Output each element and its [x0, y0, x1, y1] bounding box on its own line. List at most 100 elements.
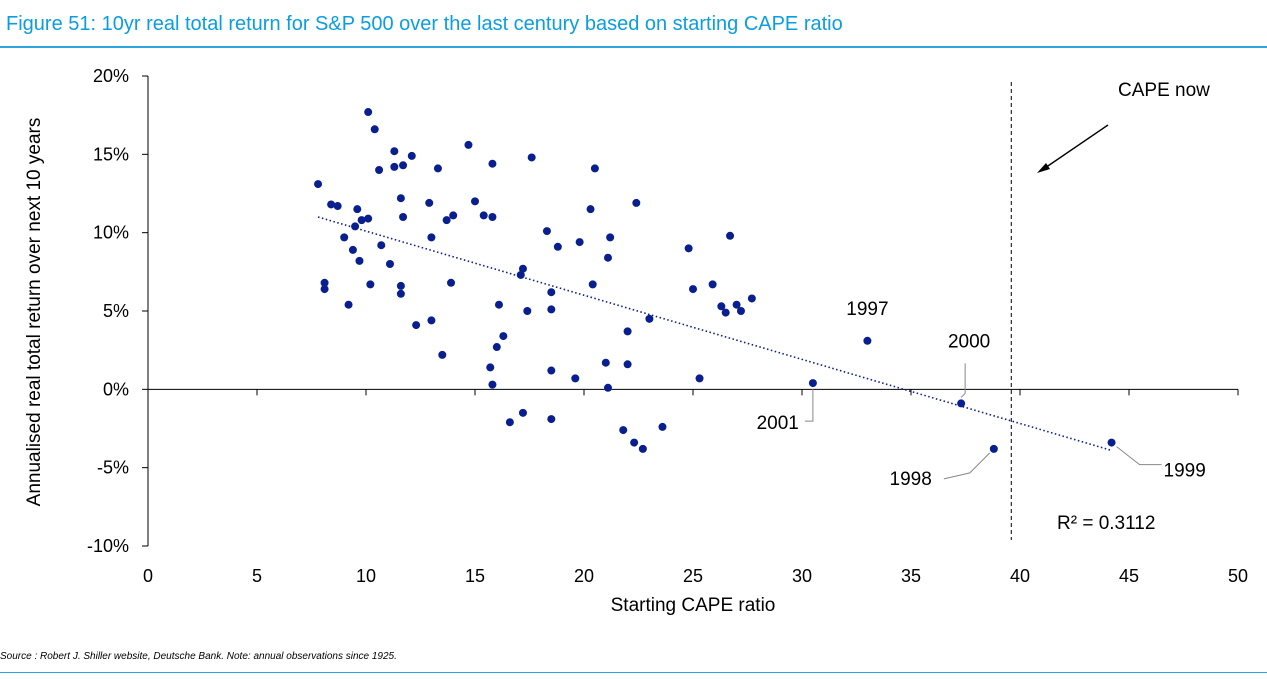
x-tick-label: 20 — [574, 566, 594, 586]
data-point — [505, 418, 514, 427]
data-point — [547, 366, 556, 375]
data-point — [486, 363, 495, 372]
y-tick-label: 10% — [93, 223, 129, 243]
data-point — [523, 307, 532, 315]
data-point — [603, 383, 612, 392]
data-point — [586, 205, 595, 214]
data-point — [427, 233, 436, 242]
data-point — [632, 198, 641, 207]
data-point — [364, 108, 373, 117]
data-point — [412, 321, 421, 330]
data-point — [494, 300, 503, 309]
data-point — [726, 231, 735, 240]
data-point — [721, 308, 730, 317]
data-point — [399, 161, 408, 170]
data-point — [645, 314, 654, 323]
x-tick-label: 45 — [1119, 566, 1139, 586]
data-point — [333, 202, 342, 211]
data-point — [542, 227, 551, 236]
data-point — [619, 426, 628, 435]
cape-now-arrow-shaft — [1041, 124, 1109, 171]
data-point — [717, 302, 726, 311]
data-point — [355, 256, 364, 265]
data-point — [407, 151, 416, 160]
data-points — [314, 108, 1116, 453]
data-point — [479, 211, 488, 220]
x-tick-label: 40 — [1010, 566, 1030, 586]
data-point — [518, 264, 527, 273]
data-point — [527, 153, 536, 162]
data-point — [601, 358, 610, 367]
data-point — [658, 422, 667, 431]
data-point — [684, 244, 693, 253]
data-point — [449, 211, 458, 220]
data-point — [442, 216, 451, 225]
data-point — [348, 245, 357, 254]
data-point — [390, 162, 399, 171]
data-point — [488, 213, 497, 221]
y-tick-label: 15% — [93, 144, 129, 164]
data-point — [370, 125, 379, 134]
data-point — [351, 222, 360, 231]
data-point — [499, 332, 508, 341]
y-axis-label: Annualised real total return over next 1… — [24, 118, 45, 507]
y-tick-label: 0% — [103, 379, 129, 399]
data-point — [590, 164, 599, 173]
data-point — [340, 233, 349, 242]
data-point — [377, 241, 386, 250]
data-point — [396, 194, 405, 203]
data-point — [385, 260, 394, 268]
data-point — [327, 200, 336, 209]
cape-now-arrow-head — [1037, 163, 1050, 173]
data-point — [708, 280, 717, 289]
year-annotations: 1997 2000 2001 1998 1999 — [757, 299, 1206, 490]
data-point — [353, 205, 362, 214]
data-point — [553, 242, 562, 251]
data-point — [433, 164, 442, 173]
data-point — [863, 336, 872, 345]
annotation-leader — [943, 452, 991, 480]
x-tick-label: 30 — [792, 566, 812, 586]
data-point — [375, 166, 384, 174]
data-point — [732, 300, 741, 309]
data-point — [638, 444, 647, 453]
data-point — [695, 374, 704, 383]
annotation-leader — [1116, 446, 1162, 466]
x-axis: 0 5 10 15 20 25 30 35 40 45 50 — [143, 389, 1248, 586]
x-tick-label: 25 — [683, 566, 703, 586]
data-point — [623, 327, 632, 336]
data-point — [808, 379, 817, 388]
x-tick-label: 50 — [1228, 566, 1248, 586]
bottom-rule — [0, 672, 1267, 673]
data-point — [396, 281, 405, 290]
y-tick-label: 5% — [103, 301, 129, 321]
data-point — [606, 233, 615, 242]
data-point — [571, 374, 580, 383]
data-point — [588, 280, 597, 289]
annotation-leader — [804, 389, 814, 422]
data-point — [747, 294, 756, 303]
top-rule — [0, 46, 1267, 48]
data-point — [630, 438, 639, 447]
r-squared-label: R² = 0.3112 — [1057, 513, 1155, 534]
data-point — [736, 307, 745, 315]
data-point — [438, 350, 447, 359]
data-point — [314, 180, 323, 189]
data-point — [357, 216, 366, 225]
data-point — [364, 214, 373, 223]
annotation-leader — [960, 363, 966, 398]
data-point — [344, 300, 353, 309]
data-point — [464, 140, 473, 149]
y-tick-label: -5% — [97, 458, 129, 478]
data-point — [689, 285, 697, 294]
trendline — [317, 216, 1112, 452]
data-point — [575, 238, 584, 247]
data-point — [957, 399, 966, 408]
data-point — [447, 278, 456, 287]
source-note: Source : Robert J. Shiller website, Deut… — [0, 651, 397, 662]
data-point — [488, 159, 497, 168]
year-annotation: 1999 — [1164, 461, 1206, 482]
x-axis-label: Starting CAPE ratio — [611, 595, 776, 616]
year-annotation: 1997 — [846, 299, 888, 320]
data-point — [320, 278, 329, 287]
